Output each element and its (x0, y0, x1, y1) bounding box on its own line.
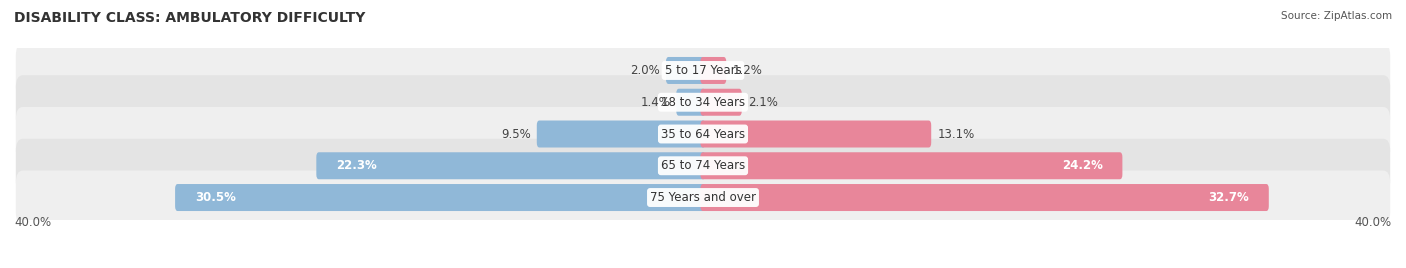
Text: DISABILITY CLASS: AMBULATORY DIFFICULTY: DISABILITY CLASS: AMBULATORY DIFFICULTY (14, 11, 366, 25)
Text: 32.7%: 32.7% (1208, 191, 1249, 204)
FancyBboxPatch shape (700, 152, 1122, 179)
FancyBboxPatch shape (316, 152, 706, 179)
FancyBboxPatch shape (537, 121, 706, 147)
Text: 2.1%: 2.1% (748, 96, 778, 109)
FancyBboxPatch shape (700, 57, 727, 84)
Text: 35 to 64 Years: 35 to 64 Years (661, 128, 745, 140)
Text: 13.1%: 13.1% (938, 128, 974, 140)
FancyBboxPatch shape (700, 89, 742, 116)
Text: 22.3%: 22.3% (336, 159, 377, 172)
FancyBboxPatch shape (15, 139, 1391, 193)
FancyBboxPatch shape (15, 170, 1391, 225)
Text: 40.0%: 40.0% (14, 216, 51, 229)
Text: 30.5%: 30.5% (195, 191, 236, 204)
FancyBboxPatch shape (15, 75, 1391, 129)
FancyBboxPatch shape (176, 184, 706, 211)
FancyBboxPatch shape (666, 57, 706, 84)
FancyBboxPatch shape (700, 121, 931, 147)
FancyBboxPatch shape (15, 43, 1391, 98)
Text: 5 to 17 Years: 5 to 17 Years (665, 64, 741, 77)
Text: 24.2%: 24.2% (1062, 159, 1102, 172)
Text: 2.0%: 2.0% (630, 64, 659, 77)
FancyBboxPatch shape (15, 107, 1391, 161)
Text: Source: ZipAtlas.com: Source: ZipAtlas.com (1281, 11, 1392, 21)
Text: 9.5%: 9.5% (501, 128, 531, 140)
Text: 1.2%: 1.2% (733, 64, 762, 77)
Text: 1.4%: 1.4% (640, 96, 671, 109)
Text: 40.0%: 40.0% (1355, 216, 1392, 229)
FancyBboxPatch shape (700, 184, 1268, 211)
Text: 65 to 74 Years: 65 to 74 Years (661, 159, 745, 172)
Text: 18 to 34 Years: 18 to 34 Years (661, 96, 745, 109)
FancyBboxPatch shape (676, 89, 706, 116)
Text: 75 Years and over: 75 Years and over (650, 191, 756, 204)
